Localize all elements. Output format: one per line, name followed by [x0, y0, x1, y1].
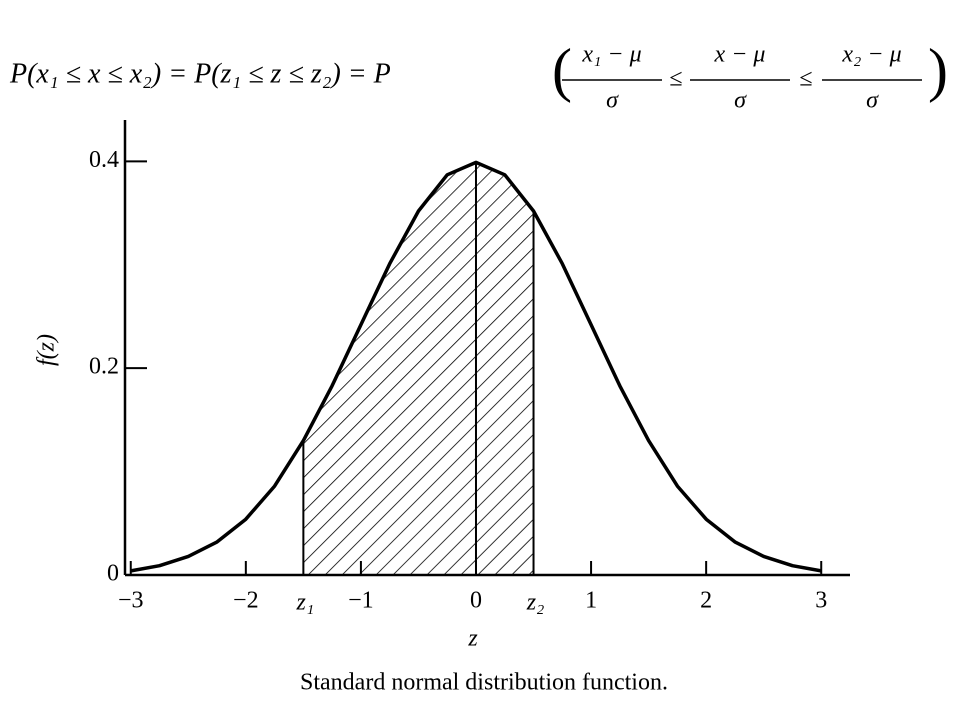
- y-tick-label: 0.2: [89, 354, 119, 380]
- y-axis-label: f(z): [34, 334, 60, 366]
- relation: ≤: [799, 66, 812, 92]
- x-tick-label: 1: [585, 588, 597, 614]
- caption: Standard normal distribution function.: [300, 670, 668, 696]
- fraction-numerator: x₂ − μ: [841, 42, 901, 68]
- fraction-numerator: x₁ − μ: [581, 42, 641, 68]
- x-tick-label: 0: [470, 588, 482, 614]
- y-tick-label: 0: [107, 561, 119, 587]
- x-tick-label: −3: [118, 588, 144, 614]
- x-tick-label: 2: [700, 588, 712, 614]
- formula: P(x₁ ≤ x ≤ x₂) = P(z₁ ≤ z ≤ z₂) = P ( x₁ −…: [9, 37, 948, 114]
- x-axis-label: z: [467, 626, 478, 652]
- fraction-denominator: σ: [734, 88, 747, 114]
- formula-lhs: P(x₁ ≤ x ≤ x₂) = P(z₁ ≤ z ≤ z₂) = P: [9, 58, 391, 89]
- curve: [130, 160, 822, 573]
- x-tick-label: −2: [233, 588, 259, 614]
- y-tick-label: 0.4: [89, 147, 119, 173]
- fraction-denominator: σ: [606, 88, 619, 114]
- x-tick-label: 3: [815, 588, 827, 614]
- paren: ): [928, 37, 948, 103]
- relation: ≤: [669, 66, 682, 92]
- paren: (: [552, 37, 572, 103]
- x-tick-label: −1: [348, 588, 374, 614]
- bound-label: z₁: [296, 590, 315, 616]
- bound-label: z₂: [526, 590, 545, 616]
- fraction-numerator: x − μ: [714, 42, 766, 68]
- fraction-denominator: σ: [866, 88, 879, 114]
